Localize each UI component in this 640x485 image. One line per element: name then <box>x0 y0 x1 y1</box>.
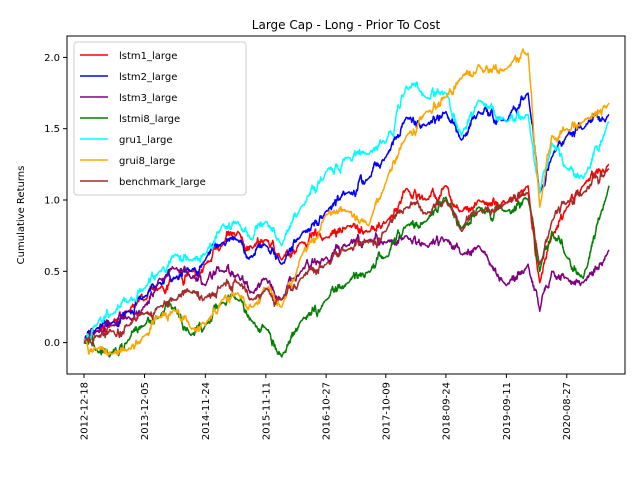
y-tick-label: 0.0 <box>44 338 60 349</box>
series-line-gru1-large <box>83 81 610 342</box>
series-layer <box>83 48 610 358</box>
y-tick-label: 2.0 <box>44 53 60 64</box>
series-line-lstm3-large <box>83 232 610 344</box>
chart-title: Large Cap - Long - Prior To Cost <box>252 18 441 32</box>
x-tick-label: 2018-09-24 <box>441 382 452 440</box>
series-line-benchmark-large <box>83 168 610 347</box>
legend-label-lstm2-large: lstm2_large <box>119 72 177 83</box>
series-line-lstmi8-large <box>83 185 610 358</box>
x-tick-label: 2014-11-24 <box>201 382 212 440</box>
y-tick-label: 1.0 <box>44 196 60 207</box>
legend-box <box>73 41 247 196</box>
legend-label-lstmi8-large: lstmi8_large <box>119 114 180 125</box>
legend-label-lstm1-large: lstm1_large <box>119 51 177 62</box>
x-tick-label: 2015-11-11 <box>261 382 272 440</box>
y-tick-label: 1.5 <box>44 124 60 135</box>
y-axis-label: Cumulative Returns <box>16 166 27 265</box>
x-axis: 2012-12-18 2013-12-05 2014-11-24 2015-11-11… <box>80 374 573 440</box>
legend: lstm1_large lstm2_large lstm3_large lstmi8_… <box>73 41 247 196</box>
legend-label-lstm3-large: lstm3_large <box>119 93 177 104</box>
x-tick-label: 2020-08-27 <box>562 382 573 440</box>
y-axis: 0.0 0.5 1.0 1.5 2.0 <box>44 53 67 349</box>
x-tick-label: 2012-12-18 <box>80 382 91 440</box>
x-tick-label: 2016-10-27 <box>322 382 333 440</box>
x-tick-label: 2019-09-11 <box>502 382 513 440</box>
legend-label-gru1-large: gru1_large <box>119 135 173 146</box>
plot-frame <box>66 35 626 375</box>
series-line-lstm2-large <box>83 92 610 341</box>
y-tick-label: 0.5 <box>44 267 60 278</box>
series-line-grui8-large <box>83 48 610 356</box>
legend-label-benchmark-large: benchmark_large <box>119 177 206 188</box>
legend-label-grui8-large: grui8_large <box>119 156 175 167</box>
x-tick-label: 2013-12-05 <box>140 382 151 440</box>
x-tick-label: 2017-10-09 <box>381 382 392 440</box>
